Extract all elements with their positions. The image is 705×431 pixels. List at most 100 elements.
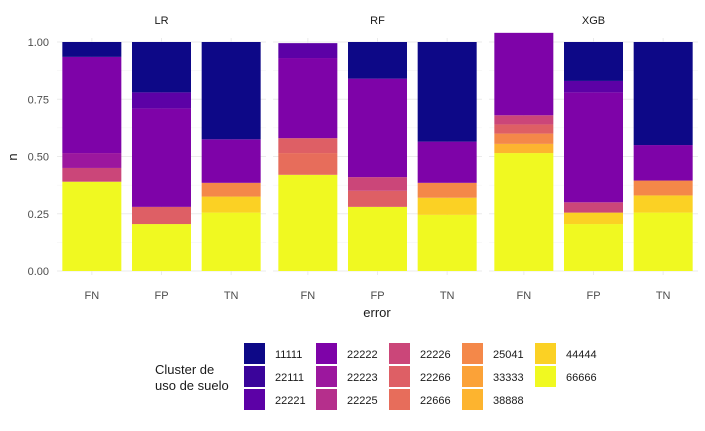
y-tick-label: 0.00 [28, 266, 49, 278]
bar-segment-xgb-tn-11111 [633, 42, 693, 146]
bar-segment-xgb-fp-22226 [564, 202, 623, 213]
x-tick-label: TN [224, 290, 239, 302]
legend-label-22225: 22225 [347, 395, 378, 407]
bars-layer [62, 32, 693, 271]
x-tick-label: FP [586, 290, 600, 302]
bar-segment-xgb-fn-22226 [494, 115, 554, 125]
bar-segment-rf-fn-22221 [278, 43, 338, 59]
bar-segment-xgb-fn-38888 [494, 143, 554, 154]
x-tick-label: FN [516, 290, 531, 302]
bar-segment-lr-fp-11111 [132, 42, 191, 93]
legend-label-38888: 38888 [493, 395, 524, 407]
legend-label-22222: 22222 [347, 349, 378, 361]
legend-swatch-66666 [535, 366, 556, 387]
legend-swatch-22111 [244, 366, 265, 387]
legend-title-line2: uso de suelo [155, 378, 229, 393]
bar-segment-rf-fn-66666 [278, 174, 338, 271]
bar-segment-rf-fp-22266 [348, 190, 407, 207]
bar-segment-xgb-fn-22266 [494, 124, 554, 134]
bar-segment-lr-fn-11111 [62, 42, 122, 57]
bar-segment-xgb-tn-66666 [633, 212, 693, 271]
bar-segment-rf-fn-22666 [278, 153, 338, 175]
bar-segment-lr-fn-22223 [62, 153, 122, 168]
legend-label-11111: 11111 [275, 349, 302, 361]
bar-segment-rf-fp-22222 [348, 78, 407, 178]
legend-swatch-33333 [462, 366, 483, 387]
legend-label-22226: 22226 [420, 349, 451, 361]
legend-label-22266: 22266 [420, 372, 451, 384]
legend-swatch-44444 [535, 343, 556, 364]
legend-label-25041: 25041 [493, 349, 524, 361]
bar-segment-xgb-tn-25041 [633, 180, 693, 196]
bar-segment-xgb-tn-22222 [633, 145, 693, 181]
x-tick-label: FN [84, 290, 99, 302]
bar-segment-xgb-fn-66666 [494, 153, 554, 271]
bar-segment-xgb-fp-44444 [564, 212, 623, 225]
bar-segment-lr-fp-22222 [132, 108, 191, 207]
legend-label-33333: 33333 [493, 372, 524, 384]
bar-segment-lr-fp-66666 [132, 224, 191, 271]
bar-segment-lr-tn-66666 [201, 212, 261, 271]
bar-segment-rf-tn-44444 [417, 197, 477, 215]
y-axis-title: n [5, 153, 20, 160]
bar-segment-lr-tn-25041 [201, 182, 261, 197]
x-tick-label: FP [370, 290, 384, 302]
bar-segment-xgb-fp-66666 [564, 224, 623, 271]
bar-segment-xgb-fp-22222 [564, 92, 623, 203]
bar-segment-lr-tn-11111 [201, 42, 261, 140]
bar-segment-xgb-tn-44444 [633, 195, 693, 213]
legend-swatch-22223 [316, 366, 337, 387]
bar-segment-rf-fn-22222 [278, 58, 338, 139]
x-tick-label: FP [154, 290, 168, 302]
bar-segment-lr-tn-44444 [201, 196, 261, 213]
x-tick-label: TN [656, 290, 671, 302]
y-tick-label: 0.25 [28, 209, 49, 221]
legend-label-22223: 22223 [347, 372, 378, 384]
bar-segment-rf-fp-22226 [348, 177, 407, 191]
bar-segment-xgb-fn-22222 [494, 32, 554, 116]
bar-segment-rf-tn-22222 [417, 141, 477, 183]
bar-segment-lr-fn-22226 [62, 167, 122, 182]
bar-segment-xgb-fn-25041 [494, 133, 554, 144]
facet-title-lr: LR [154, 15, 168, 27]
x-axis-title: error [363, 305, 391, 320]
bar-segment-xgb-fp-11111 [564, 42, 623, 81]
facet-title-rf: RF [370, 15, 385, 27]
bar-segment-rf-tn-66666 [417, 214, 477, 271]
legend-label-66666: 66666 [566, 372, 597, 384]
legend-swatch-22222 [316, 343, 337, 364]
bar-segment-rf-fn-22266 [278, 138, 338, 154]
bar-segment-rf-fp-66666 [348, 206, 407, 271]
bar-segment-rf-tn-11111 [417, 42, 477, 142]
legend-label-22111: 22111 [275, 372, 304, 384]
legend-swatch-22266 [389, 366, 410, 387]
legend-swatch-25041 [462, 343, 483, 364]
y-tick-label: 0.75 [28, 94, 49, 106]
bar-segment-lr-fp-22221 [132, 92, 191, 109]
legend-label-44444: 44444 [566, 349, 597, 361]
legend-swatch-22225 [316, 389, 337, 410]
bar-segment-xgb-fp-22221 [564, 80, 623, 93]
text-layer: LR RF XGB 0.00 0.25 0.50 0.75 1.00 FN FP TN FN FP TN F… [5, 15, 671, 320]
legend-label-22666: 22666 [420, 395, 451, 407]
bar-segment-lr-tn-22222 [201, 139, 261, 183]
bar-segment-rf-tn-25041 [417, 182, 477, 198]
bar-segment-lr-fn-22222 [62, 56, 122, 154]
legend-swatch-22226 [389, 343, 410, 364]
bar-segment-rf-fp-11111 [348, 42, 407, 79]
bar-segment-lr-fn-66666 [62, 181, 122, 271]
y-tick-label: 0.50 [28, 152, 49, 164]
x-tick-label: TN [440, 290, 455, 302]
legend-swatch-22221 [244, 389, 265, 410]
legend-swatch-22666 [389, 389, 410, 410]
legend-swatch-38888 [462, 389, 483, 410]
x-tick-label: FN [300, 290, 315, 302]
legend-swatch-11111 [244, 343, 265, 364]
legend-title-line1: Cluster de [155, 362, 214, 377]
y-tick-label: 1.00 [28, 37, 49, 49]
legend-label-22221: 22221 [275, 395, 306, 407]
facet-title-xgb: XGB [582, 15, 605, 27]
